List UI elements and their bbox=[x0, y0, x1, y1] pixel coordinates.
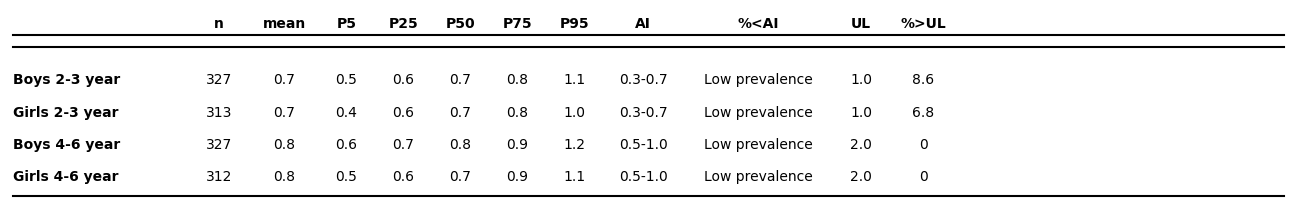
Text: 0.6: 0.6 bbox=[393, 73, 414, 87]
Text: 0.7: 0.7 bbox=[450, 105, 471, 119]
Text: 0.3-0.7: 0.3-0.7 bbox=[619, 73, 668, 87]
Text: 0.5: 0.5 bbox=[336, 169, 357, 183]
Text: 0.7: 0.7 bbox=[393, 137, 414, 151]
Text: 327: 327 bbox=[206, 137, 232, 151]
Text: 0.7: 0.7 bbox=[274, 105, 294, 119]
Text: 2.0: 2.0 bbox=[851, 137, 872, 151]
Text: Boys 2-3 year: Boys 2-3 year bbox=[13, 73, 121, 87]
Text: Low prevalence: Low prevalence bbox=[704, 137, 812, 151]
Text: 2.0: 2.0 bbox=[851, 169, 872, 183]
Text: 0.5-1.0: 0.5-1.0 bbox=[619, 137, 668, 151]
Text: Low prevalence: Low prevalence bbox=[704, 105, 812, 119]
Text: 1.1: 1.1 bbox=[563, 169, 586, 183]
Text: 0.9: 0.9 bbox=[507, 137, 528, 151]
Text: 0.8: 0.8 bbox=[507, 73, 528, 87]
Text: 0.8: 0.8 bbox=[274, 137, 294, 151]
Text: n: n bbox=[214, 17, 224, 31]
Text: 1.0: 1.0 bbox=[564, 105, 585, 119]
Text: Low prevalence: Low prevalence bbox=[704, 169, 812, 183]
Text: 0.4: 0.4 bbox=[336, 105, 357, 119]
Text: 0.7: 0.7 bbox=[450, 73, 471, 87]
Text: 0.7: 0.7 bbox=[274, 73, 294, 87]
Text: 0.8: 0.8 bbox=[507, 105, 528, 119]
Text: 0.7: 0.7 bbox=[450, 169, 471, 183]
Text: 0: 0 bbox=[920, 137, 927, 151]
Text: 0: 0 bbox=[920, 169, 927, 183]
Text: P95: P95 bbox=[560, 17, 589, 31]
Text: Low prevalence: Low prevalence bbox=[704, 73, 812, 87]
Text: 0.3-0.7: 0.3-0.7 bbox=[619, 105, 668, 119]
Text: Boys 4-6 year: Boys 4-6 year bbox=[13, 137, 121, 151]
Text: P50: P50 bbox=[446, 17, 475, 31]
Text: 6.8: 6.8 bbox=[912, 105, 935, 119]
Text: 1.0: 1.0 bbox=[851, 105, 872, 119]
Text: Girls 4-6 year: Girls 4-6 year bbox=[13, 169, 118, 183]
Text: 0.9: 0.9 bbox=[507, 169, 528, 183]
Text: 0.5-1.0: 0.5-1.0 bbox=[619, 169, 668, 183]
Text: 0.5: 0.5 bbox=[336, 73, 357, 87]
Text: 313: 313 bbox=[206, 105, 232, 119]
Text: AI: AI bbox=[636, 17, 651, 31]
Text: 0.8: 0.8 bbox=[450, 137, 471, 151]
Text: 0.6: 0.6 bbox=[393, 105, 414, 119]
Text: 0.8: 0.8 bbox=[274, 169, 294, 183]
Text: P25: P25 bbox=[389, 17, 418, 31]
Text: P75: P75 bbox=[503, 17, 532, 31]
Text: %>UL: %>UL bbox=[900, 17, 947, 31]
Text: 0.6: 0.6 bbox=[393, 169, 414, 183]
Text: 327: 327 bbox=[206, 73, 232, 87]
Text: 1.0: 1.0 bbox=[851, 73, 872, 87]
Text: 312: 312 bbox=[206, 169, 232, 183]
Text: P5: P5 bbox=[336, 17, 357, 31]
Text: UL: UL bbox=[851, 17, 872, 31]
Text: mean: mean bbox=[262, 17, 306, 31]
Text: 8.6: 8.6 bbox=[912, 73, 935, 87]
Text: Girls 2-3 year: Girls 2-3 year bbox=[13, 105, 118, 119]
Text: 1.1: 1.1 bbox=[563, 73, 586, 87]
Text: 1.2: 1.2 bbox=[564, 137, 585, 151]
Text: %<AI: %<AI bbox=[738, 17, 778, 31]
Text: 0.6: 0.6 bbox=[336, 137, 357, 151]
